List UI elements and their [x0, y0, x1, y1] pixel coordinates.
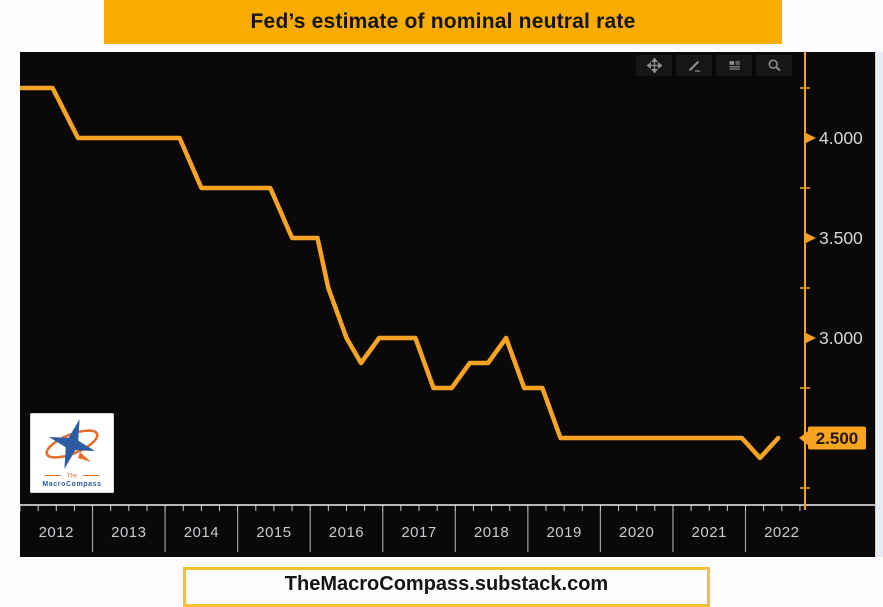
x-axis-year-label: 2022 — [764, 524, 799, 541]
x-axis-year-label: 2012 — [39, 524, 74, 541]
neutral-rate-line — [20, 85, 781, 461]
toolbar-button-pan[interactable] — [635, 54, 673, 77]
y-tick-arrow-icon — [806, 233, 816, 243]
logo-text-the: The — [67, 474, 78, 480]
y-axis-label: 3.500 — [819, 228, 863, 248]
toolbar-button-draw[interactable] — [675, 54, 713, 77]
chart-title: Fed’s estimate of nominal neutral rate — [250, 10, 636, 33]
toolbar-button-news[interactable] — [715, 54, 753, 77]
last-value-label: 2.500 — [816, 429, 859, 448]
title-banner: Fed’s estimate of nominal neutral rate — [104, 0, 782, 44]
toolbar-button-zoom[interactable] — [755, 54, 793, 77]
y-tick-arrow-icon — [806, 333, 816, 343]
y-tick-arrow-icon — [806, 133, 816, 143]
chart-plot: 2012 2013 2014 2015 2016 2017 2018 2019 2020 2021… — [20, 52, 875, 552]
x-axis-year-label: 2015 — [256, 524, 291, 541]
x-axis-year-label: 2016 — [329, 524, 364, 541]
x-axis-year-label: 2020 — [619, 524, 654, 541]
magnifier-icon — [768, 59, 781, 72]
chart-toolbar — [635, 54, 793, 77]
chart-panel: 2012 2013 2014 2015 2016 2017 2018 2019 2020 2021… — [20, 52, 875, 557]
compass-star-icon: The MacroCompass — [42, 419, 101, 488]
logo-text-macrocompass: MacroCompass — [42, 481, 101, 488]
page: { "title_banner": { "text": "Fed\u2019s … — [20, 0, 883, 607]
footer-banner: TheMacroCompass.substack.com — [183, 567, 710, 607]
x-axis-year-label: 2013 — [111, 524, 146, 541]
news-icon — [729, 61, 740, 70]
macrocompass-logo: The MacroCompass — [30, 413, 114, 493]
y-axis-label: 3.000 — [819, 328, 863, 348]
x-axis-year-label: 2017 — [401, 524, 436, 541]
x-axis-year-label: 2018 — [474, 524, 509, 541]
last-value-arrow-icon — [799, 431, 808, 445]
last-value-badge — [808, 426, 866, 450]
y-axis-label: 4.000 — [819, 128, 863, 148]
pan-icon — [646, 58, 662, 73]
x-axis-year-label: 2014 — [184, 524, 219, 541]
draw-icon — [688, 60, 700, 72]
x-axis-year-label: 2019 — [546, 524, 581, 541]
window-edge-strip — [875, 52, 883, 557]
x-axis-year-label: 2021 — [692, 524, 727, 541]
